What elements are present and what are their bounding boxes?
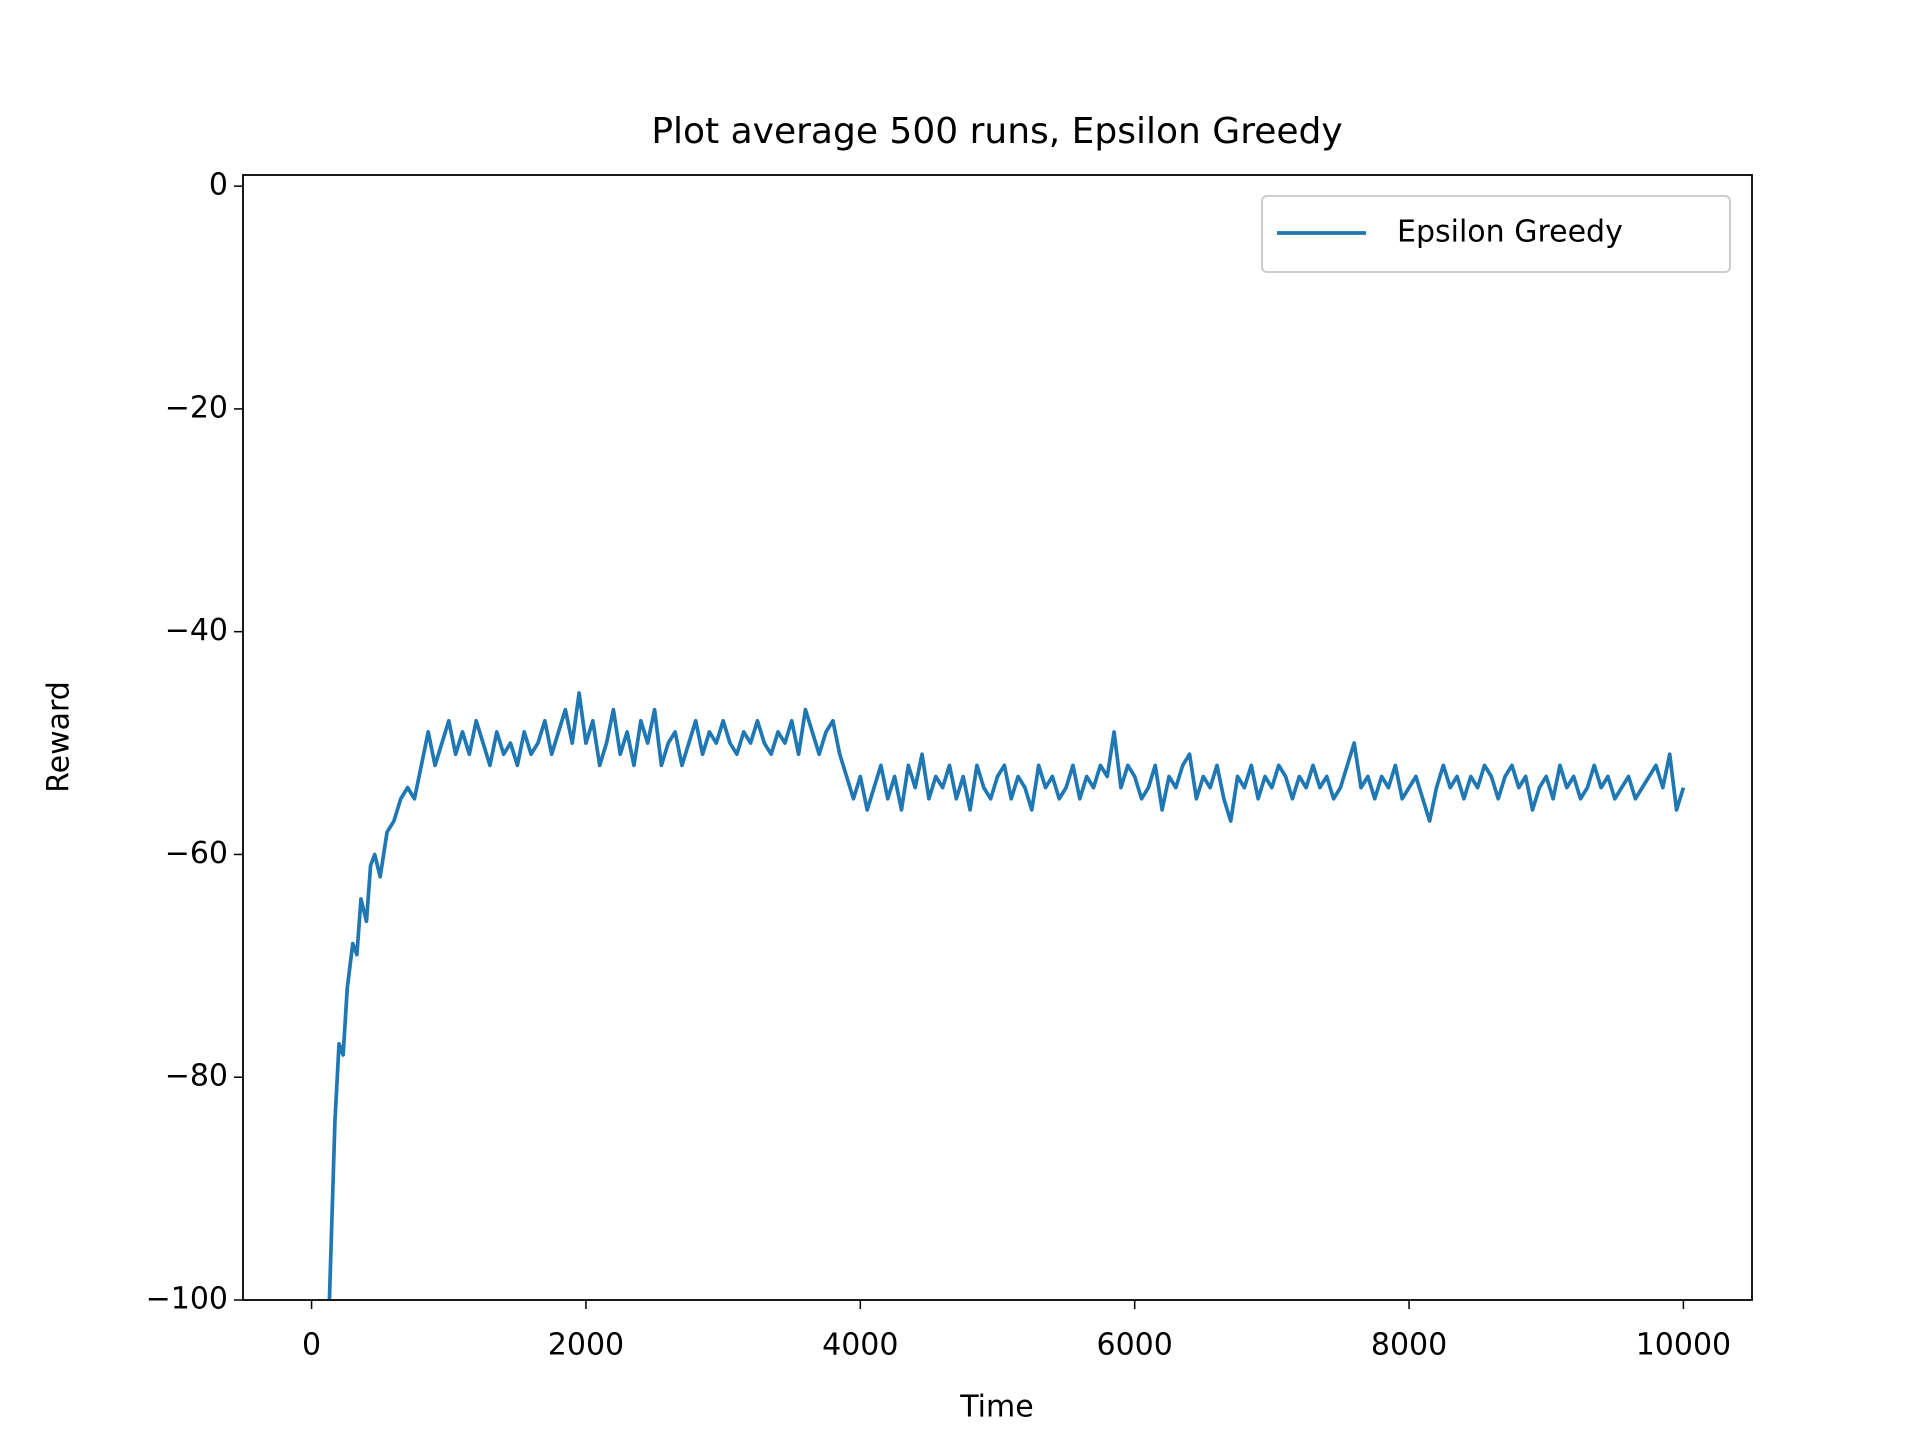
- data-line: [327, 691, 1686, 1300]
- x-tick-label: 2000: [548, 1328, 624, 1363]
- axes-frame: [242, 174, 1753, 1301]
- legend-label: Epsilon Greedy: [1397, 215, 1623, 250]
- chart-title: Plot average 500 runs, Epsilon Greedy: [651, 111, 1342, 152]
- x-tick-label: 0: [302, 1328, 321, 1363]
- y-tick-label: −80: [165, 1059, 228, 1094]
- legend-box: [1261, 195, 1731, 273]
- y-axis-label: Reward: [42, 681, 77, 793]
- y-tick-label: 0: [209, 168, 228, 203]
- x-tick-label: 8000: [1371, 1328, 1447, 1363]
- x-tick-label: 10000: [1636, 1328, 1731, 1363]
- y-tick-label: −100: [146, 1282, 228, 1317]
- x-axis-label: Time: [959, 1390, 1033, 1425]
- y-tick-label: −20: [165, 390, 228, 425]
- plot-area: [327, 691, 1686, 1300]
- x-tick-label: 4000: [822, 1328, 898, 1363]
- y-tick-label: −60: [165, 836, 228, 871]
- x-tick-label: 6000: [1097, 1328, 1173, 1363]
- y-tick-label: −40: [165, 613, 228, 648]
